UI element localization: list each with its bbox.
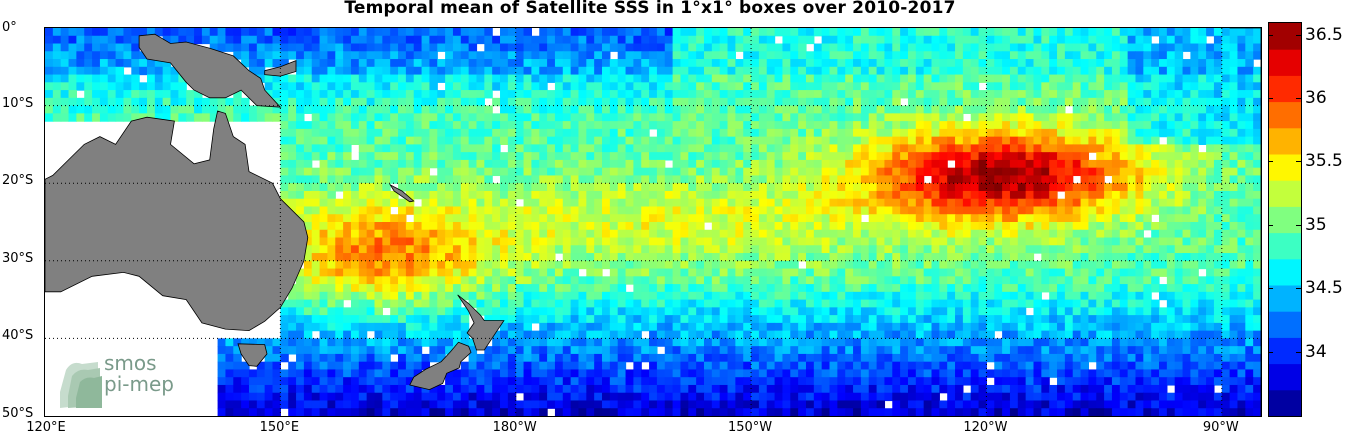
landmass <box>237 343 268 367</box>
colorbar-swatch <box>1269 101 1301 129</box>
lat-tick-label: 40°S <box>2 328 34 344</box>
colorbar-tick-mark <box>1268 351 1273 353</box>
landmass <box>389 183 415 203</box>
colorbar-tick-mark <box>1296 224 1301 226</box>
colorbar-swatch <box>1269 49 1301 76</box>
lat-tick-label: 50°S <box>2 406 34 421</box>
landmass <box>138 33 282 108</box>
colorbar-swatch <box>1269 23 1301 50</box>
colorbar <box>1268 22 1302 417</box>
landmass <box>409 341 472 391</box>
colorbar-tick-label: 35.5 <box>1305 151 1343 172</box>
colorbar-tick-label: 36.5 <box>1305 24 1343 45</box>
lon-tick-label: 120°W <box>963 420 1008 435</box>
colorbar-tick-mark <box>1268 224 1273 226</box>
colorbar-tick-label: 36 <box>1305 88 1327 109</box>
colorbar-swatch <box>1269 258 1301 286</box>
lat-tick-label: 20°S <box>2 173 34 189</box>
colorbar-tick-mark <box>1296 288 1301 290</box>
colorbar-tick-mark <box>1296 161 1301 163</box>
colorbar-swatch <box>1269 127 1301 155</box>
colorbar-swatch <box>1269 285 1301 312</box>
lat-tick-label: 30°S <box>2 250 34 266</box>
landmass <box>457 294 505 351</box>
colorbar-gradient <box>1269 23 1301 417</box>
logo-text-pimep: pi-mep <box>104 372 174 396</box>
colorbar-tick-label: 34 <box>1305 341 1327 362</box>
landmass <box>45 110 309 332</box>
lon-tick-label: 150°W <box>727 420 773 435</box>
lat-tick-label: 0° <box>2 20 17 35</box>
lon-tick-label: 90°W <box>1202 420 1239 435</box>
colorbar-swatch <box>1269 337 1301 365</box>
lon-tick-label: 150°E <box>259 420 300 435</box>
colorbar-swatch <box>1269 180 1301 207</box>
colorbar-tick-mark <box>1268 98 1273 100</box>
colorbar-tick-label: 35 <box>1305 214 1327 235</box>
lon-tick-label: 120°E <box>26 420 66 435</box>
colorbar-swatch <box>1269 363 1301 391</box>
colorbar-tick-label: 34.5 <box>1305 278 1343 299</box>
colorbar-tick-mark <box>1268 288 1273 290</box>
colorbar-swatch <box>1269 206 1301 234</box>
colorbar-swatch <box>1269 232 1301 260</box>
colorbar-tick-mark <box>1296 351 1301 353</box>
lon-tick-label: 180°W <box>492 420 537 435</box>
colorbar-tick-mark <box>1268 161 1273 163</box>
colorbar-swatch <box>1269 75 1301 103</box>
map-title: Temporal mean of Satellite SSS in 1°x1° … <box>344 0 956 18</box>
colorbar-tick-mark <box>1268 34 1273 36</box>
colorbar-tick-mark <box>1296 34 1301 36</box>
salinity-map-canvas <box>45 28 1261 416</box>
smos-pimep-logo <box>60 362 102 408</box>
logo-text-smos: smos <box>104 351 157 375</box>
salinity-map <box>44 27 1262 417</box>
colorbar-swatch <box>1269 154 1301 181</box>
lat-tick-label: 10°S <box>2 95 34 111</box>
colorbar-tick-mark <box>1296 98 1301 100</box>
colorbar-swatch <box>1269 389 1301 417</box>
colorbar-swatch <box>1269 311 1301 338</box>
